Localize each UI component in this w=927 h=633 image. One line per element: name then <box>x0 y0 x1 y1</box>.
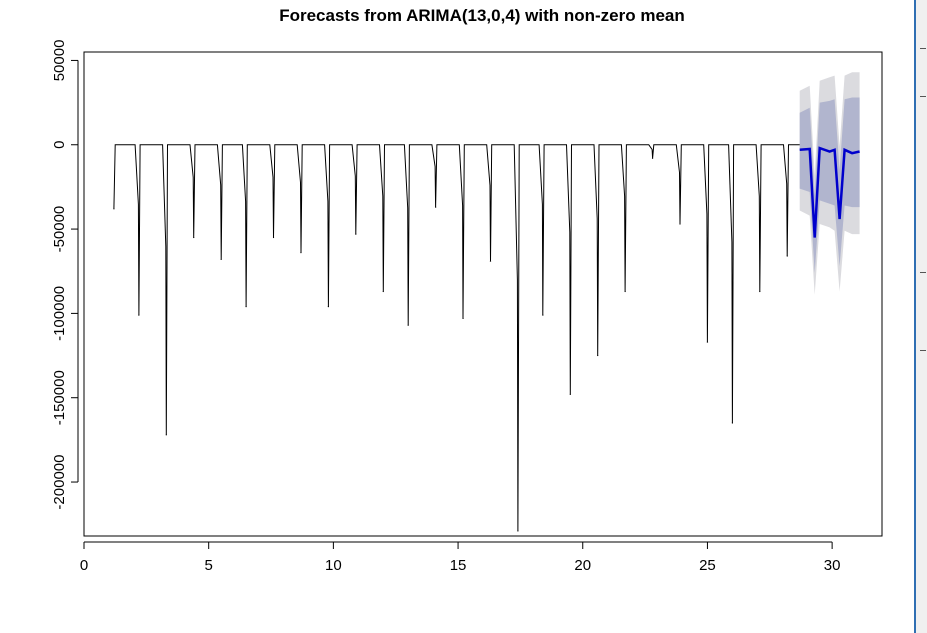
x-tick-label: 0 <box>80 557 88 574</box>
y-tick-label: -100000 <box>51 286 68 341</box>
observed-dip-point <box>193 236 195 239</box>
x-tick-label: 20 <box>574 557 591 574</box>
observed-dip-point <box>113 208 115 210</box>
x-tick-label: 15 <box>450 557 467 574</box>
forecast-mean-line <box>799 146 860 238</box>
side-mark <box>920 96 926 97</box>
forecast-mean-layer <box>799 146 860 238</box>
observed-dip-point <box>272 236 275 239</box>
observed-dip-point <box>435 206 437 208</box>
interval-80-layer <box>799 97 860 273</box>
side-mark <box>920 48 926 49</box>
y-axis: 50000 0 -50000 -100000 -150000 -200000 <box>51 40 79 510</box>
observed-series-layer <box>113 144 800 532</box>
observed-dip-point <box>569 393 571 395</box>
window-side-strip <box>914 0 927 633</box>
x-tick-label: 5 <box>205 557 213 574</box>
observed-dip-point <box>759 290 761 293</box>
x-tick-label: 10 <box>325 557 342 574</box>
observed-dip-point <box>382 290 384 293</box>
observed-dip-point <box>355 233 357 235</box>
observed-dip-point <box>597 354 599 357</box>
observed-dip-point <box>245 306 247 308</box>
observed-dip-point <box>165 434 167 436</box>
y-tick-label: 50000 <box>51 40 68 82</box>
observed-dip-point <box>407 324 409 326</box>
side-mark <box>920 272 926 273</box>
y-tick-label: -50000 <box>51 206 68 253</box>
observed-dip-point <box>489 260 492 262</box>
y-tick-label: -150000 <box>51 370 68 425</box>
observed-dip-point <box>462 317 464 320</box>
observed-dip-point <box>651 157 654 159</box>
chart-title: Forecasts from ARIMA(13,0,4) with non-ze… <box>279 6 685 25</box>
observed-dip-point <box>327 306 329 308</box>
observed-dip-point <box>786 255 788 257</box>
observed-dip-point <box>220 258 222 261</box>
observed-series-line <box>113 144 800 531</box>
x-tick-label: 30 <box>824 557 841 574</box>
observed-dip-point <box>731 422 733 424</box>
y-tick-label: 0 <box>51 141 68 149</box>
observed-dip-point <box>517 530 519 532</box>
side-mark <box>920 350 926 351</box>
forecast-interval-80 <box>799 97 860 273</box>
observed-dip-point <box>300 252 302 254</box>
x-axis: 0 5 10 15 20 25 30 <box>80 541 841 574</box>
y-tick-label: -200000 <box>51 455 68 510</box>
x-tick-label: 25 <box>699 557 716 574</box>
observed-dip-point <box>624 290 626 293</box>
plot-frame <box>83 51 883 537</box>
observed-dip-point <box>706 341 709 343</box>
observed-dip-point <box>679 223 681 225</box>
observed-dip-point <box>542 314 544 316</box>
observed-dip-point <box>138 314 140 316</box>
